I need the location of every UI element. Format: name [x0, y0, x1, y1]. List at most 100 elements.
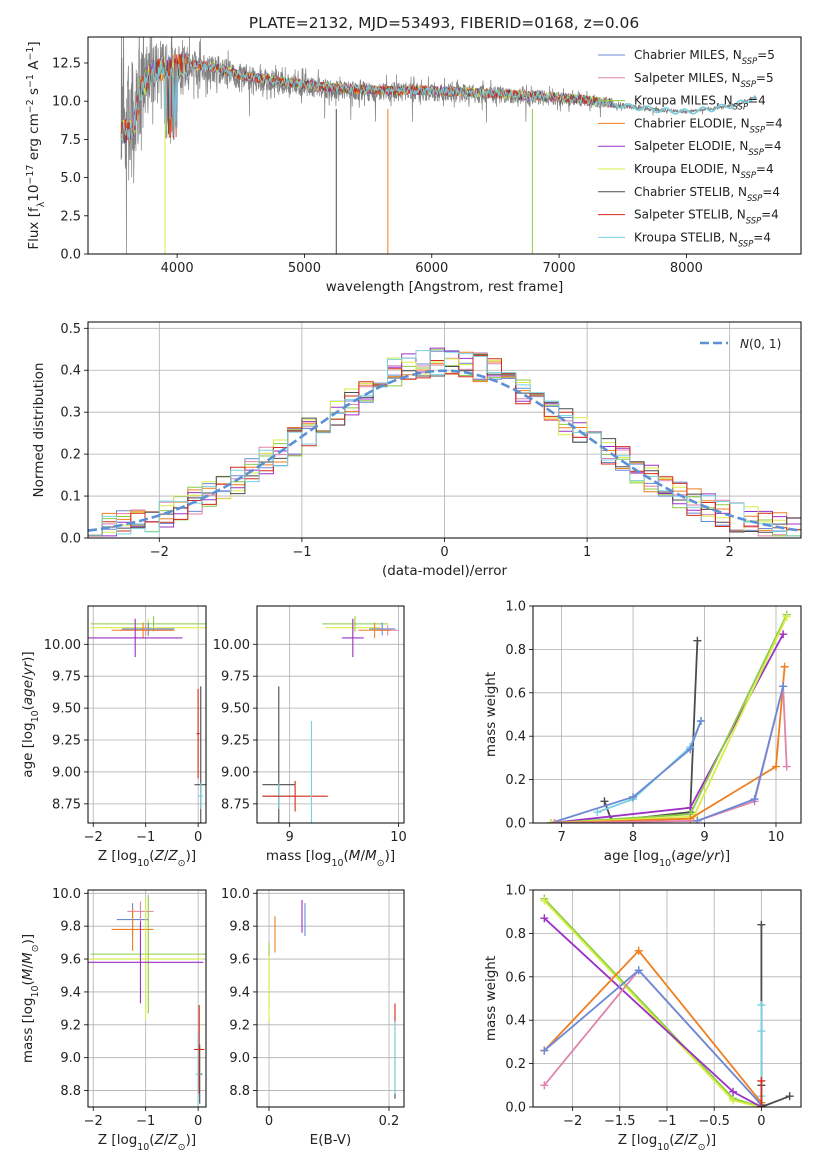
- tick-label-x: −1.5: [604, 1114, 636, 1129]
- tick-label-x: −1: [657, 1114, 676, 1129]
- legend-entry: Salpeter ELODIE, NSSP=4: [634, 139, 782, 157]
- weight-line-kroupa-elodie: [550, 616, 788, 823]
- ticks: 4000 5000 6000 7000 8000 0.0 2.5 5.0 7.5 10.0 12.5: [52, 56, 703, 276]
- weight-line-chabrier-miles: [697, 686, 784, 822]
- grid: [88, 606, 206, 823]
- figure-title: PLATE=2132, MJD=53493, FIBERID=0168, z=0…: [249, 14, 639, 32]
- tick-label-x: −1: [136, 1114, 155, 1129]
- legend-entry: Salpeter STELIB, NSSP=4: [634, 208, 779, 226]
- plus-marker: [634, 966, 643, 975]
- plus-marker: [757, 920, 766, 929]
- weight-line-salpeter-miles: [543, 968, 763, 1106]
- tick-label-x: −2: [150, 545, 169, 560]
- weight-line-chabrier-miles: [543, 969, 763, 1106]
- axes-frame: [87, 605, 207, 824]
- y-axis-label: mass weight: [483, 956, 499, 1041]
- y-axis-label: mass weight: [483, 672, 499, 757]
- panel-spectrum: 4000 5000 6000 7000 8000 0.0 2.5 5.0 7.5 10.0 12.5…: [25, 36, 802, 295]
- plus-marker: [779, 682, 788, 691]
- weight-line-kroupa-miles: [550, 614, 788, 823]
- legend-entry: Salpeter MILES, NSSP=5: [634, 71, 774, 89]
- tick-label-y: 9.50: [221, 702, 250, 717]
- weight-line-chabrier-elodie: [543, 949, 763, 1104]
- axes-frame: [256, 605, 405, 824]
- plus-marker: [540, 914, 549, 923]
- plot-area: [88, 347, 801, 537]
- tick-label-y: 12.5: [52, 56, 81, 71]
- tick-label-x: −2: [84, 1114, 103, 1129]
- tick-label-y: 10.0: [52, 95, 81, 110]
- tick-label-y: 9.00: [52, 765, 81, 780]
- tick-label-y: 9.25: [221, 734, 250, 749]
- model-tail-line: [612, 95, 756, 115]
- y-axis-label: Normed distribution: [31, 363, 47, 498]
- plus-marker: [782, 762, 791, 771]
- plot-area: [540, 894, 794, 1107]
- panel-mass_vs_Z: −2 −1 0 8.8 9.0 9.2 9.4 9.6 9.8 10.0 Z [log10(Z/Z⊙…: [20, 887, 207, 1153]
- legend-entry: Kroupa STELIB, NSSP=4: [634, 230, 771, 248]
- tick-label-y: 0.4: [505, 730, 526, 745]
- grid: [533, 605, 801, 824]
- tick-label-y: 9.8: [60, 920, 81, 935]
- plus-marker: [779, 630, 788, 639]
- tick-label-x: 0: [194, 1114, 202, 1129]
- panel-mass_vs_EBV: 0 0.2 8.8 9.0 9.2 9.4 9.6 9.8 10.0 E(B-V): [221, 887, 405, 1148]
- plus-marker: [729, 1096, 738, 1105]
- tick-label-y: 0.6: [505, 686, 526, 701]
- tick-label-y: 7.5: [60, 133, 81, 148]
- tick-label-y: 5.0: [60, 171, 81, 186]
- plus-marker: [780, 662, 789, 671]
- tick-label-x: 9: [286, 830, 294, 845]
- ticks: −2 −1 0 8.8 9.0 9.2 9.4 9.6 9.8 10.0: [52, 887, 202, 1129]
- legend-entry: Chabrier ELODIE, NSSP=4: [634, 116, 783, 134]
- tick-label-y: 1.0: [505, 884, 526, 899]
- tick-label-y: 0.8: [505, 927, 526, 942]
- plus-marker: [696, 717, 705, 726]
- tick-label-x: −1: [292, 545, 311, 560]
- tick-label-x: 10: [768, 830, 785, 845]
- tick-label-y: 0.1: [60, 490, 81, 505]
- ticks: −2 −1 0 1 2 0.0 0.1 0.2 0.3 0.4 0.5: [60, 322, 734, 560]
- plus-marker: [757, 1027, 766, 1036]
- tick-label-x: 10: [390, 830, 407, 845]
- weight-line-chabrier-elodie: [554, 666, 786, 823]
- plus-marker: [729, 1087, 738, 1096]
- tick-label-y: 0.2: [505, 1057, 526, 1072]
- tick-label-x: 6000: [415, 261, 448, 276]
- tick-label-x: 1: [583, 545, 591, 560]
- plus-marker: [550, 819, 559, 823]
- tick-label-y: 0.2: [505, 773, 526, 788]
- tick-label-y: 1.0: [505, 600, 526, 615]
- tick-label-y: 0.8: [505, 643, 526, 658]
- panel-age_vs_Z: −2 −1 0 8.75 9.00 9.25 9.50 9.75 10.00 Z [log10(Z…: [20, 605, 207, 869]
- tick-label-x: 9: [700, 830, 708, 845]
- plus-marker: [757, 1076, 766, 1085]
- legend: Chabrier MILES, NSSP=5 Salpeter MILES, NS…: [598, 48, 783, 248]
- plus-marker: [757, 1001, 766, 1010]
- panel-weight_vs_Z: −2 −1.5 −1 −0.5 0 0.0 0.2 0.4 0.6 0.8 1.0 Z [log10(…: [483, 884, 802, 1153]
- tick-label-y: 9.4: [60, 985, 81, 1000]
- tick-label-x: 0: [757, 1114, 765, 1129]
- legend-entry: N(0, 1): [740, 337, 781, 351]
- x-axis-label: Z [log10(Z/Z⊙)]: [98, 1132, 196, 1153]
- tick-label-y: 2.5: [60, 209, 81, 224]
- tick-label-y: 9.75: [221, 670, 250, 685]
- plot-area: [88, 616, 206, 823]
- legend-entry: Kroupa ELODIE, NSSP=4: [634, 162, 774, 180]
- plus-marker: [785, 1092, 794, 1101]
- model-line-kroupa-stelib: [120, 53, 613, 141]
- tick-label-x: 8000: [670, 261, 703, 276]
- ticks: 0 0.2 8.8 9.0 9.2 9.4 9.6 9.8 10.0: [221, 887, 399, 1129]
- plus-marker: [540, 1081, 549, 1090]
- tick-label-x: 4000: [161, 261, 194, 276]
- axes-frame: [87, 889, 207, 1108]
- tick-label-y: 10.0: [221, 887, 250, 902]
- tick-label-y: 0.2: [60, 448, 81, 463]
- tick-label-x: 0: [440, 545, 448, 560]
- weight-line-chabrier-stelib: [760, 924, 791, 1107]
- weight-line-kroupa-miles: [543, 898, 762, 1107]
- tick-label-y: 0.3: [60, 406, 81, 421]
- tick-label-y: 0.5: [60, 322, 81, 337]
- tick-label-y: 9.8: [229, 920, 250, 935]
